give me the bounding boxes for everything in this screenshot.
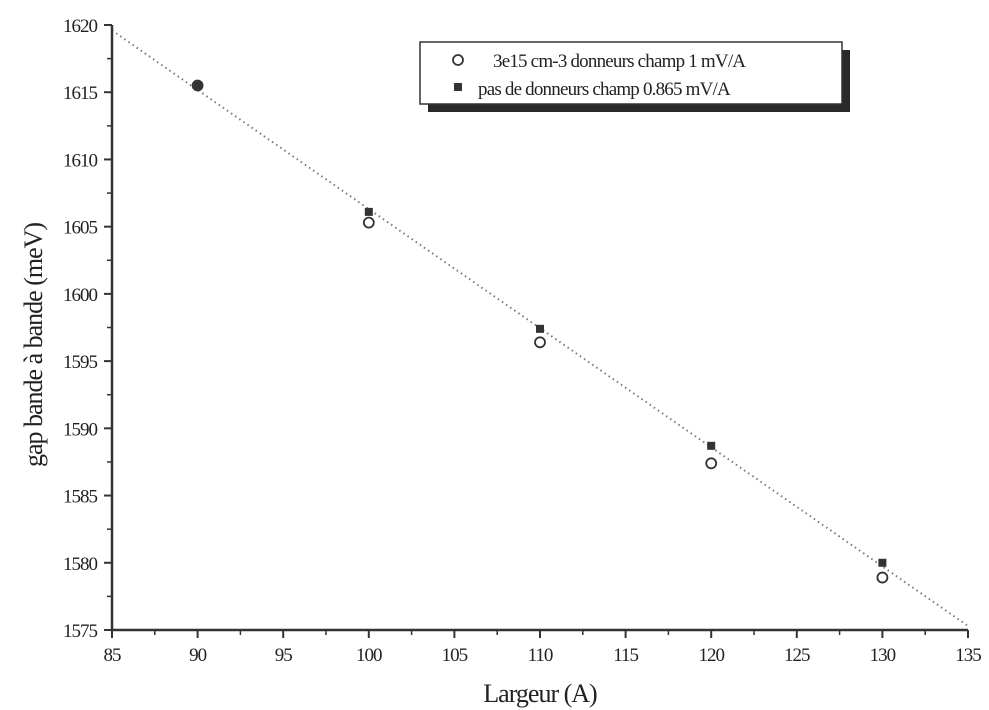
legend-label-series-1: 3e15 cm-3 donneurs champ 1 mV/A [493,51,746,72]
y-tick-label: 1585 [63,487,98,508]
y-tick-label: 1610 [63,150,98,171]
legend-box [419,41,843,105]
data-point-series-2 [878,558,887,567]
axis-ticks: 85 90 95 100 105 110 115 120 125 130 135 1575 1580 15… [63,16,982,666]
x-tick-label: 130 [870,645,896,666]
x-tick-label: 125 [784,645,810,666]
x-tick-label: 110 [528,645,553,666]
y-tick-label: 1605 [63,218,98,239]
y-tick-label: 1620 [63,16,98,37]
legend: 3e15 cm-3 donneurs champ 1 mV/A pas de d… [419,41,850,112]
data-point-series-2 [536,324,544,333]
x-tick-label: 90 [189,645,207,666]
data-points [191,79,889,584]
x-tick-label: 100 [356,645,382,666]
legend-marker-open-circle [452,54,464,66]
x-tick-label: 115 [613,645,638,666]
y-tick-label: 1615 [63,83,98,104]
legend-marker-filled-square [454,83,462,91]
data-point-series-2 [707,441,716,450]
x-tick-label: 85 [104,645,122,666]
data-point-series-1 [876,571,889,584]
y-tick-label: 1595 [63,352,98,373]
x-tick-label: 135 [955,645,981,666]
data-point-series-1 [362,216,375,229]
x-tick-label: 120 [698,645,724,666]
data-point-series-1 [705,457,718,470]
y-tick-label: 1575 [63,621,98,642]
y-tick-label: 1590 [63,419,98,440]
x-tick-label: 105 [442,645,468,666]
y-axis-title: gap bande à bande (meV) [19,223,48,467]
data-point-series-2 [193,81,202,90]
y-tick-label: 1600 [63,285,98,306]
x-tick-label: 95 [275,645,293,666]
data-point-series-2 [364,207,373,216]
y-tick-label: 1580 [63,554,98,575]
data-point-series-1 [534,336,546,349]
x-axis-title: Largeur (A) [483,679,597,708]
legend-label-series-2: pas de donneurs champ 0.865 mV/A [478,79,731,100]
